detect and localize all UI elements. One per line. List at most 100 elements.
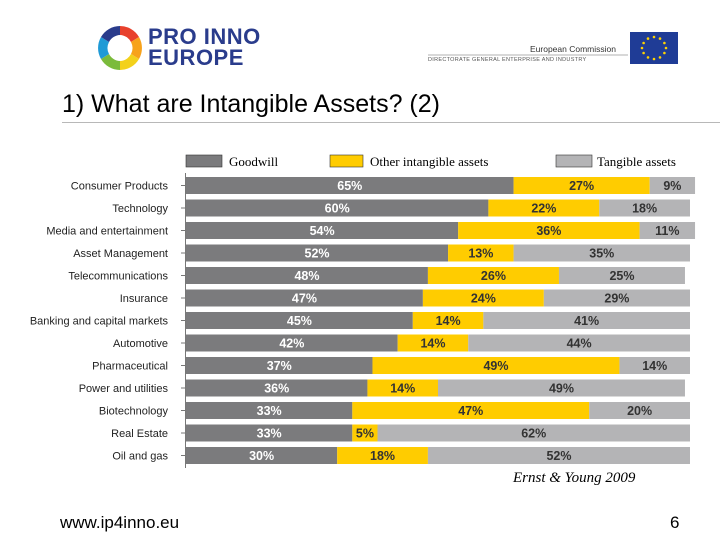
bar-segment	[186, 244, 449, 262]
legend-swatch	[185, 154, 223, 168]
bar-segment	[372, 357, 620, 374]
logo-text: PRO INNO EUROPE	[148, 24, 261, 69]
bar-row: Oil and gas 30% 18% 52%	[112, 447, 690, 464]
category-label: Biotechnology	[99, 406, 169, 418]
data-label: 14%	[436, 314, 461, 328]
bar-row: Biotechnology 33% 47% 20%	[99, 402, 690, 419]
data-label: 52%	[305, 247, 330, 261]
bar-row: Consumer Products 65% 27% 9%	[71, 177, 696, 194]
bar-segment	[438, 379, 685, 397]
data-label: 25%	[609, 269, 634, 283]
data-label: 45%	[287, 314, 312, 328]
category-label: Consumer Products	[71, 181, 169, 193]
bar-segment	[427, 447, 690, 464]
bar-segment	[513, 244, 690, 262]
bar-row: Asset Management 52% 13% 35%	[73, 244, 690, 262]
title-divider	[62, 122, 720, 123]
bar-segment	[422, 289, 544, 307]
logo-line1: PRO INNO	[148, 24, 261, 49]
bar-segment	[397, 334, 469, 352]
bar-row: Power and utilities 36% 14% 49%	[79, 379, 685, 397]
data-label: 11%	[655, 224, 679, 238]
data-label: 36%	[536, 224, 561, 238]
bar-row: Telecommunications 48% 26% 25%	[68, 267, 685, 284]
bar-segment	[186, 312, 413, 329]
bar-segment	[186, 357, 373, 374]
data-label: 14%	[390, 382, 415, 396]
bar-segment	[186, 379, 368, 397]
bar-segment	[412, 312, 484, 329]
bar-row: Banking and capital markets 45% 14% 41%	[30, 312, 690, 329]
data-label: 30%	[249, 449, 274, 463]
bar-segment	[377, 424, 690, 442]
data-label: 26%	[481, 269, 506, 283]
category-label: Banking and capital markets	[30, 316, 169, 328]
bar-segment	[186, 222, 459, 239]
legend-swatch	[329, 154, 364, 168]
bar-segment	[619, 357, 690, 374]
data-label: 47%	[292, 292, 317, 306]
category-label: Insurance	[120, 293, 168, 305]
category-label: Oil and gas	[112, 451, 168, 463]
data-label: 22%	[531, 202, 556, 216]
data-label: 18%	[632, 202, 657, 216]
source-note: Ernst & Young 2009	[513, 470, 636, 486]
bar-segment	[639, 222, 696, 239]
data-label: 49%	[483, 359, 508, 373]
category-label: Automotive	[113, 338, 168, 350]
bar-row: Insurance 47% 24% 29%	[120, 289, 690, 307]
bar-row: Pharmaceutical 37% 49% 14%	[92, 357, 690, 374]
data-label: 24%	[471, 292, 496, 306]
data-label: 14%	[642, 359, 667, 373]
bar-segment	[599, 199, 690, 217]
data-label: 62%	[521, 427, 546, 441]
data-label: 20%	[627, 404, 652, 418]
bar-segment	[448, 244, 514, 262]
legend-label: Tangible assets	[597, 154, 676, 169]
bar-segment	[543, 289, 690, 307]
category-label: Pharmaceutical	[92, 361, 168, 373]
bar-segment	[427, 267, 559, 284]
bar-segment	[186, 267, 428, 284]
stacked-bar-chart: Goodwill Other intangible assets Tangible …	[30, 154, 696, 468]
data-label: 47%	[458, 404, 483, 418]
bar-segment	[468, 334, 690, 352]
data-label: 37%	[267, 359, 292, 373]
data-label: 33%	[257, 427, 282, 441]
bar-segment	[352, 424, 378, 442]
bar-segment	[186, 424, 353, 442]
category-label: Power and utilities	[79, 383, 169, 395]
bar-segment	[352, 402, 590, 419]
bar-row: Real Estate 33% 5% 62%	[111, 424, 690, 442]
bar-row: Automotive 42% 14% 44%	[113, 334, 690, 352]
data-label: 33%	[257, 404, 282, 418]
bar-segment	[513, 177, 650, 194]
legend-swatch	[555, 154, 593, 168]
bar-segment	[589, 402, 690, 419]
data-label: 41%	[574, 314, 599, 328]
bar-segment	[649, 177, 696, 194]
bar-segment	[488, 199, 600, 217]
data-label: 54%	[310, 224, 335, 238]
data-label: 18%	[370, 449, 395, 463]
data-label: 29%	[604, 292, 629, 306]
bar-segment	[186, 289, 423, 307]
bar-row: Technology 60% 22% 18%	[112, 199, 690, 217]
data-label: 48%	[294, 269, 319, 283]
bar-segment	[337, 447, 428, 464]
bar-segment	[367, 379, 438, 397]
bar-segment	[558, 267, 685, 284]
pro-inno-logo-icon	[98, 26, 142, 70]
category-label: Media and entertainment	[46, 226, 168, 238]
category-label: Asset Management	[73, 248, 168, 260]
data-label: 42%	[279, 337, 304, 351]
page-title: 1) What are Intangible Assets? (2)	[62, 90, 440, 118]
bar-row: Media and entertainment 54% 36% 11%	[46, 222, 696, 239]
data-label: 52%	[546, 449, 571, 463]
bar-segment	[186, 334, 398, 352]
data-label: 65%	[337, 179, 362, 193]
category-label: Real Estate	[111, 428, 168, 440]
data-label: 49%	[549, 382, 574, 396]
legend-label: Goodwill	[229, 154, 279, 169]
data-label: 27%	[569, 179, 594, 193]
